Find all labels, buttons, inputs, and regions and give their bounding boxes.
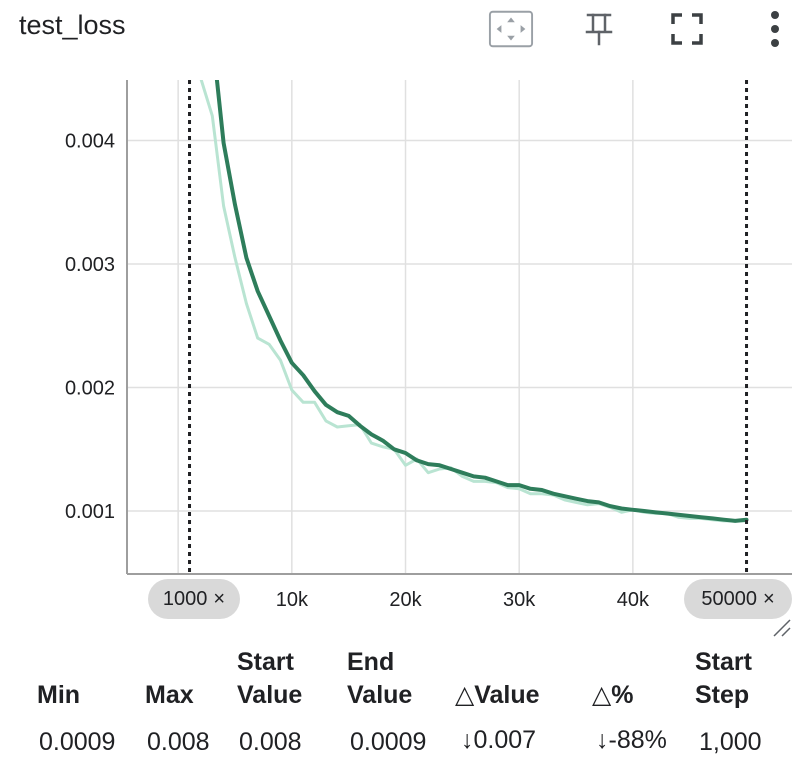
range-start-remove-icon[interactable]: × — [213, 587, 226, 610]
x-tick-label: 30k — [503, 589, 536, 611]
col-header-min: Min — [37, 681, 81, 709]
fullscreen-button[interactable] — [664, 8, 710, 50]
x-tick-label: 40k — [617, 589, 650, 611]
col-header-start-step-line1: Start — [695, 648, 752, 676]
col-header-max: Max — [145, 681, 194, 709]
chart-canvas[interactable]: 10k 20k 30k 40k 0.001 0.002 0.003 0.004 — [0, 0, 811, 640]
stat-delta-value: ↓0.007 — [461, 726, 537, 754]
range-start-chip[interactable]: 1000 × — [148, 579, 240, 619]
card-title: test_loss — [19, 10, 126, 40]
col-header-start-value-line1: Start — [237, 648, 294, 676]
x-tick-label: 10k — [276, 589, 309, 611]
col-header-end-value-line2: Value — [347, 681, 413, 709]
stat-min: 0.0009 — [39, 728, 116, 756]
stat-end-value: 0.0009 — [350, 728, 427, 756]
col-header-start-step-line2: Step — [695, 681, 750, 709]
y-tick-label: 0.004 — [65, 131, 115, 153]
more-menu-button[interactable] — [752, 8, 798, 50]
range-end-chip[interactable]: 50000 × — [684, 579, 792, 619]
range-start-label: 1000 — [162, 587, 208, 610]
y-tick-label: 0.003 — [65, 254, 115, 276]
resize-handle-icon[interactable] — [773, 619, 791, 637]
col-header-delta-pct: △% — [592, 681, 634, 709]
line-chart[interactable]: 10k 20k 30k 40k 0.001 0.002 0.003 0.004 1000 × … — [0, 0, 811, 640]
range-end-label: 50000 — [701, 587, 757, 610]
stat-start-step: 1,000 — [699, 728, 762, 756]
col-header-delta-value: △Value — [455, 681, 540, 709]
col-header-end-value-line1: End — [347, 648, 395, 676]
stat-max: 0.008 — [147, 728, 210, 756]
smoothed-series-line[interactable] — [214, 79, 749, 523]
range-end-remove-icon[interactable]: × — [762, 587, 775, 610]
fit-domain-icon — [488, 10, 534, 48]
stat-start-value: 0.008 — [239, 728, 302, 756]
y-tick-label: 0.002 — [65, 378, 115, 400]
pin-icon — [585, 13, 613, 46]
fit-domain-button[interactable] — [488, 8, 534, 50]
stat-delta-pct: ↓-88% — [596, 726, 667, 754]
y-tick-label: 0.001 — [65, 501, 115, 523]
card-header: test_loss — [0, 0, 811, 60]
fullscreen-icon — [671, 13, 703, 45]
plot-area — [127, 80, 792, 574]
x-tick-label: 20k — [389, 589, 422, 611]
col-header-start-value-line2: Value — [237, 681, 303, 709]
pin-button[interactable] — [576, 8, 622, 50]
more-vert-icon — [771, 11, 779, 47]
